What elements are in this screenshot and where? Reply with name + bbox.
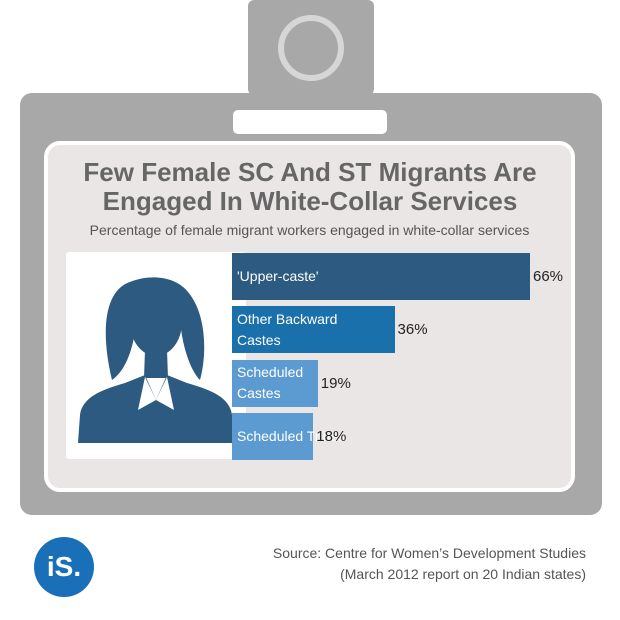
chart-title: Few Female SC And ST Migrants Are Engage… [83, 157, 537, 216]
bar [232, 359, 318, 407]
bar-label: Scheduled Castes [237, 364, 304, 402]
bar-label: 'Upper-caste' [237, 268, 319, 284]
bar [232, 306, 395, 354]
source-line: (March 2012 report on 20 Indian states) [340, 566, 586, 582]
bar-label: Other Backward Castes [237, 310, 338, 348]
value-label: 66% [532, 268, 564, 285]
badge-ring [278, 15, 344, 81]
bar-label: Scheduled Tribes [237, 427, 346, 444]
value-label: 36% [397, 321, 428, 339]
silhouette [78, 277, 234, 443]
value-label: 18% [316, 427, 347, 445]
source-line: Source: Centre for Women’s Development S… [272, 545, 586, 561]
card-slot [233, 110, 387, 134]
bar [232, 412, 314, 460]
bar [232, 253, 530, 300]
chart-subtitle: Percentage of female migrant workers eng… [89, 222, 530, 238]
value-label: 19% [320, 374, 351, 392]
logo: iS. [34, 537, 94, 597]
